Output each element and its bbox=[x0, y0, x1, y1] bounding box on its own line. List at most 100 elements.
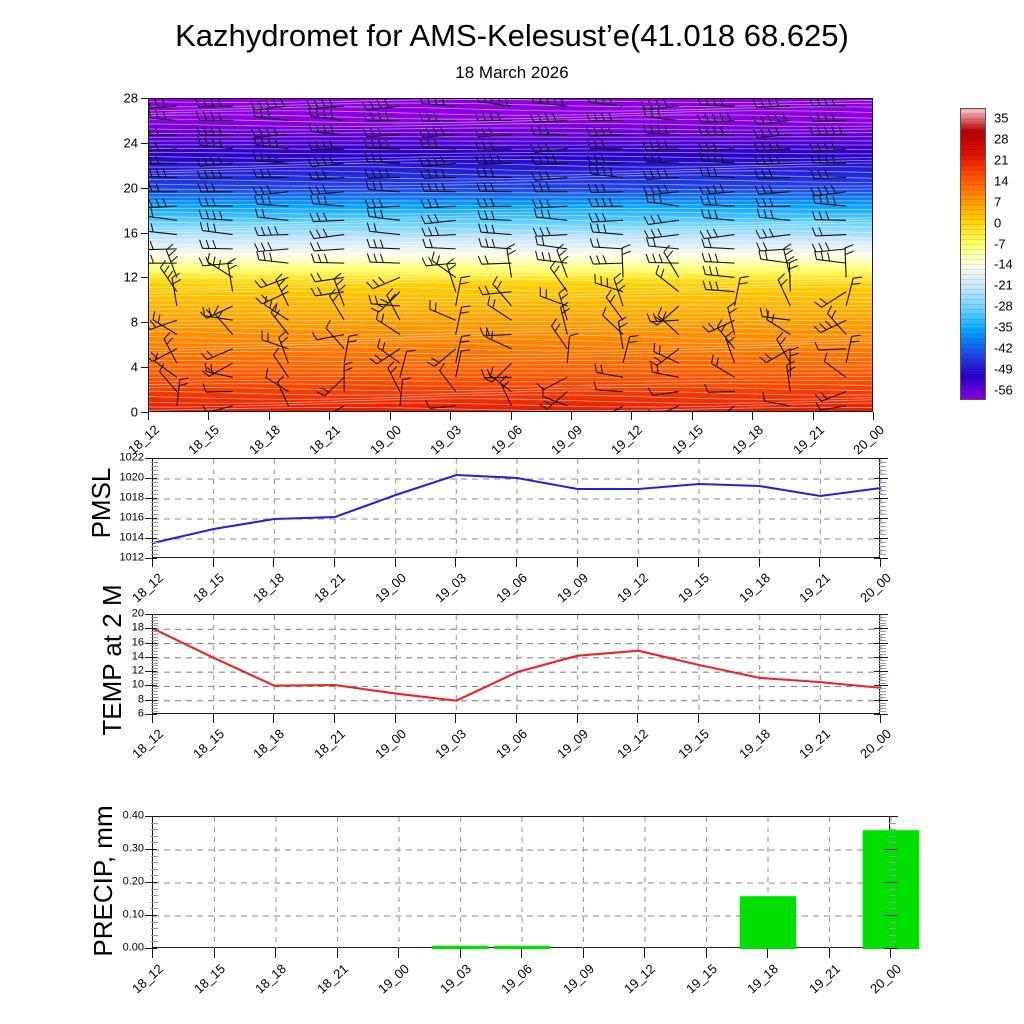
pmsl-y-tick bbox=[145, 458, 157, 459]
precip-y-minor-tick bbox=[151, 941, 158, 943]
precip-plot-area bbox=[153, 817, 920, 949]
precip-x-tick-label: 18_15 bbox=[190, 961, 228, 997]
precip-y-minor-tick bbox=[151, 822, 158, 824]
cross-section-y-tick-label: 20 bbox=[123, 180, 138, 196]
pmsl-y-tick bbox=[145, 498, 157, 499]
cross-section-x-tick-label: 19_18 bbox=[729, 422, 767, 458]
temp-at-2m-x-tick bbox=[637, 714, 639, 723]
precip-y-minor-tick-right bbox=[889, 855, 896, 857]
pmsl-y-minor-tick bbox=[151, 490, 158, 491]
precip-x-tick-label: 19_09 bbox=[559, 961, 597, 997]
pmsl-y-minor-tick-right bbox=[879, 486, 886, 487]
pmsl-y-tick-label: 1020 bbox=[119, 471, 144, 484]
temp-at-2m-y-minor-tick-right bbox=[879, 622, 886, 624]
temp-at-2m-y-minor-tick-right bbox=[879, 631, 886, 633]
colorbar: 35 28 21 14 7 0 -7 -14 -21 -28 -35 -42 -49 -56 bbox=[960, 108, 1024, 400]
cross-section-x-tick bbox=[812, 412, 814, 420]
temp-at-2m-y-tick bbox=[145, 685, 157, 687]
precip-y-tick-label: 0.30 bbox=[122, 842, 144, 855]
pmsl-y-minor-tick bbox=[151, 486, 158, 487]
precip-y-tick-label: 0.40 bbox=[122, 809, 144, 822]
cross-section-y-tick-label: 0 bbox=[130, 404, 138, 420]
pmsl-y-minor-tick bbox=[151, 546, 158, 547]
temp-at-2m-y-minor-tick bbox=[151, 631, 158, 633]
pmsl-y-minor-tick-right bbox=[879, 510, 886, 511]
pmsl-y-minor-tick bbox=[151, 474, 158, 475]
temp-at-2m-y-minor-tick-right bbox=[879, 636, 886, 638]
temp-at-2m-y-tick-right bbox=[874, 656, 888, 658]
precip-y-tick bbox=[145, 948, 157, 949]
temp-at-2m-y-tick bbox=[145, 699, 157, 701]
wind-barbs bbox=[149, 99, 863, 411]
precip-x-tick bbox=[828, 948, 830, 958]
precip-x-tick bbox=[890, 948, 891, 958]
precip-x-tick-label: 20_00 bbox=[867, 961, 905, 997]
pmsl-y-minor-tick-right bbox=[879, 494, 886, 495]
temp-at-2m-y-tick-label: 12 bbox=[131, 664, 144, 677]
precip-y-minor-tick-right bbox=[889, 842, 896, 844]
pmsl-x-tick bbox=[758, 558, 760, 567]
precip-y-tick bbox=[145, 915, 157, 916]
temp-at-2m-y-minor-tick bbox=[151, 688, 158, 690]
precip-x-tick bbox=[152, 948, 153, 958]
precip-y-minor-tick-right bbox=[889, 901, 896, 903]
pmsl-y-tick-label: 1018 bbox=[119, 491, 144, 504]
temp-at-2m-y-minor-tick-right bbox=[879, 659, 886, 661]
temp-at-2m-y-tick bbox=[145, 671, 157, 673]
temp-at-2m-y-minor-tick bbox=[151, 668, 158, 670]
pmsl-y-tick-right bbox=[874, 558, 888, 559]
temp-at-2m-x-tick bbox=[698, 714, 699, 723]
temp-at-2m-y-minor-tick-right bbox=[879, 619, 886, 621]
pmsl-y-minor-tick bbox=[151, 554, 158, 555]
cross-section-x-tick bbox=[631, 412, 633, 420]
pmsl-y-tick-right bbox=[874, 538, 888, 539]
cross-section-x-tick-label: 19_06 bbox=[487, 422, 525, 458]
pmsl-y-minor-tick-right bbox=[879, 470, 886, 471]
precip-y-tick bbox=[145, 849, 157, 850]
temp-at-2m-y-tick-label: 6 bbox=[137, 707, 144, 720]
temp-at-2m-x-tick-label: 19_09 bbox=[553, 726, 591, 762]
cross-section-x-tick-label: 18_15 bbox=[185, 422, 223, 458]
pmsl-x-tick-label: 18_15 bbox=[189, 570, 227, 606]
temp-at-2m-x-tick-label: 19_03 bbox=[432, 726, 470, 762]
cross-section-x-tick bbox=[329, 412, 331, 420]
precip-x-tick bbox=[767, 948, 768, 958]
pmsl-y-minor-tick-right bbox=[879, 542, 886, 543]
cross-section-y-tick-label: 8 bbox=[130, 314, 138, 330]
temp-at-2m-x-tick bbox=[516, 714, 517, 723]
pmsl-y-tick-label: 1016 bbox=[119, 511, 144, 524]
temp-at-2m-x-tick-label: 19_00 bbox=[371, 726, 409, 762]
precip-x-tick bbox=[336, 948, 338, 958]
temp-at-2m-x-tick-label: 18_15 bbox=[189, 726, 227, 762]
temp-at-2m-y-minor-tick-right bbox=[879, 648, 886, 650]
pmsl-y-minor-tick bbox=[151, 514, 158, 515]
temp-at-2m-y-minor-tick bbox=[151, 702, 158, 704]
precip-y-minor-tick bbox=[151, 855, 158, 857]
pmsl-x-tick-label: 19_21 bbox=[796, 570, 834, 606]
colorbar-tick-label: -7 bbox=[994, 236, 1006, 252]
cross-section-y-tick bbox=[141, 232, 148, 234]
precip-y-minor-tick bbox=[151, 901, 158, 903]
colorbar-tick-label: -49 bbox=[994, 361, 1013, 377]
temp-at-2m-y-minor-tick bbox=[151, 682, 158, 684]
pmsl-y-minor-tick-right bbox=[879, 482, 886, 483]
pmsl-y-tick bbox=[145, 518, 157, 519]
precip-x-tick bbox=[644, 948, 645, 958]
temp-at-2m-x-tick bbox=[334, 714, 335, 723]
pmsl-x-tick bbox=[516, 558, 517, 567]
precip-x-tick-label: 19_15 bbox=[682, 961, 720, 997]
temp-at-2m-y-minor-tick bbox=[151, 662, 158, 664]
pmsl-y-minor-tick bbox=[151, 494, 158, 495]
cross-section-y-tick bbox=[141, 322, 148, 324]
precip-x-tick bbox=[582, 948, 584, 958]
temp-at-2m-y-minor-tick bbox=[151, 654, 158, 655]
pmsl-x-tick bbox=[576, 558, 578, 567]
colorbar-tick-label: 14 bbox=[994, 173, 1009, 189]
temp-at-2m-y-tick bbox=[145, 614, 157, 615]
colorbar-tick-label: 0 bbox=[994, 215, 1002, 231]
temp-at-2m-y-tick-right bbox=[874, 685, 888, 687]
temp-at-2m-y-minor-tick-right bbox=[879, 674, 886, 675]
temp-at-2m-y-minor-tick-right bbox=[879, 711, 886, 713]
pmsl-y-tick bbox=[145, 558, 157, 559]
pmsl-x-tick bbox=[334, 558, 335, 567]
